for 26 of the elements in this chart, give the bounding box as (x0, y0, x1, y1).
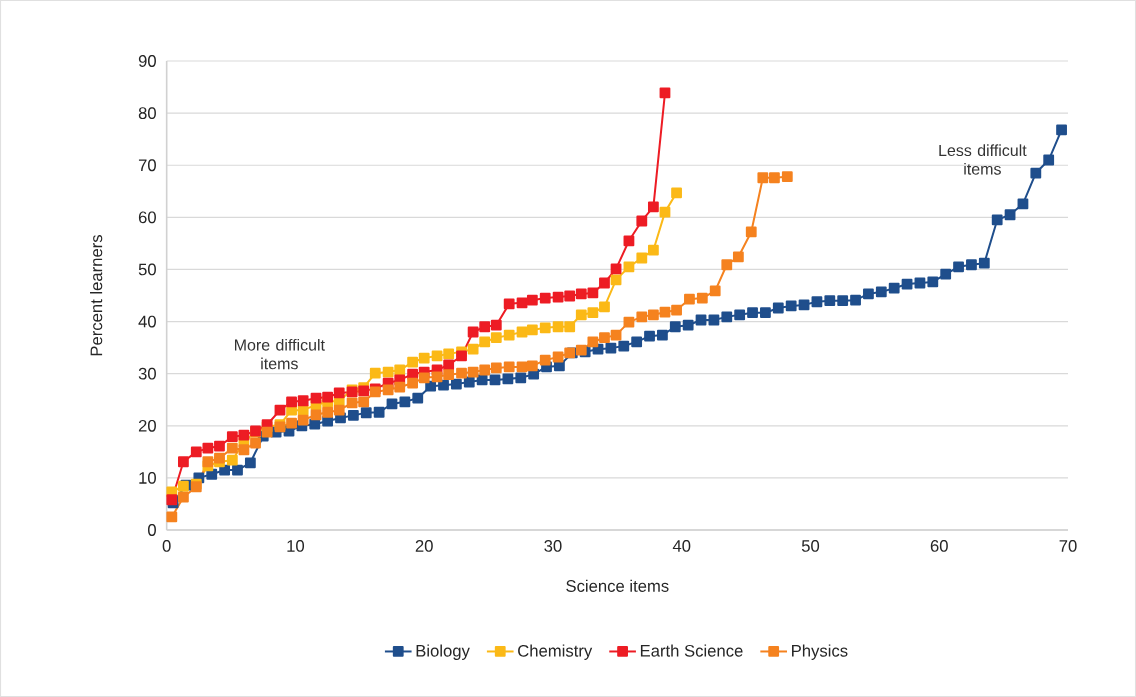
y-tick-label: 10 (139, 472, 156, 484)
y-tick-label: 80 (138, 107, 156, 120)
annotation: More difficult items (235, 338, 325, 370)
legend-label: Chemistry (518, 644, 593, 660)
y-tick-label: 60 (138, 211, 156, 224)
legend-label: Physics (792, 644, 848, 660)
y-tick-label: 70 (138, 159, 156, 172)
y-tick-label: 50 (138, 263, 156, 276)
x-tick-label: 20 (415, 540, 433, 552)
x-tick-label: 70 (1059, 540, 1077, 552)
x-tick-label: 50 (801, 540, 820, 552)
y-tick-label: 40 (138, 315, 156, 328)
y-tick-label: 20 (138, 419, 156, 432)
x-tick-label: 0 (162, 540, 171, 552)
x-tick-label: 40 (672, 540, 691, 552)
x-tick-label: 60 (930, 540, 948, 552)
annotation: Less difficult items (939, 144, 1027, 175)
y-tick-label: 0 (148, 524, 156, 536)
x-tick-label: 30 (544, 540, 562, 552)
y-axis-title: Percent learners (90, 234, 103, 356)
y-tick-label: 30 (138, 367, 156, 380)
x-tick-label: 10 (287, 540, 305, 552)
legend-label: Biology (416, 644, 470, 660)
legend-label: Earth Science (640, 644, 743, 657)
x-axis-title: Science items (566, 579, 669, 592)
y-tick-label: 90 (138, 55, 156, 67)
